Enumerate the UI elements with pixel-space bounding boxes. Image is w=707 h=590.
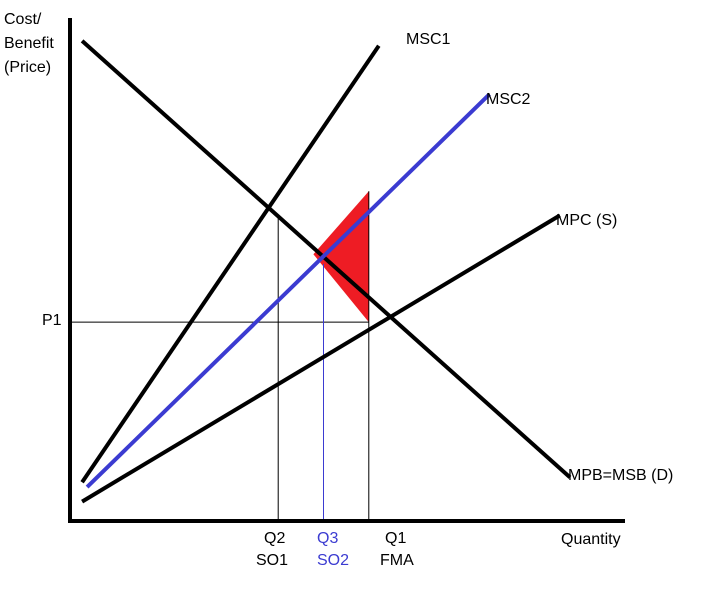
q2-label: Q2 (264, 530, 285, 547)
y-axis-label-line3: (Price) (4, 59, 51, 76)
msc1-label: MSC1 (406, 31, 451, 48)
msc1-line (80, 44, 381, 484)
mpc-supply-line (81, 213, 561, 504)
y-axis-label-line2: Benefit (4, 35, 54, 52)
msb-label: MPB=MSB (D) (568, 467, 673, 484)
q3-label: Q3 (317, 530, 338, 547)
msb-demand-line (80, 39, 572, 479)
q1-label: Q1 (385, 530, 406, 547)
so1-label: SO1 (256, 552, 288, 569)
msc2-line (85, 92, 491, 489)
msc2-label: MSC2 (486, 91, 531, 108)
fma-label: FMA (380, 552, 414, 569)
so2-label: SO2 (317, 552, 349, 569)
y-axis-label-line1: Cost/ (4, 11, 42, 28)
p1-tick-label: P1 (42, 312, 62, 329)
mpc-label: MPC (S) (556, 212, 617, 229)
x-axis-label: Quantity (561, 531, 621, 548)
